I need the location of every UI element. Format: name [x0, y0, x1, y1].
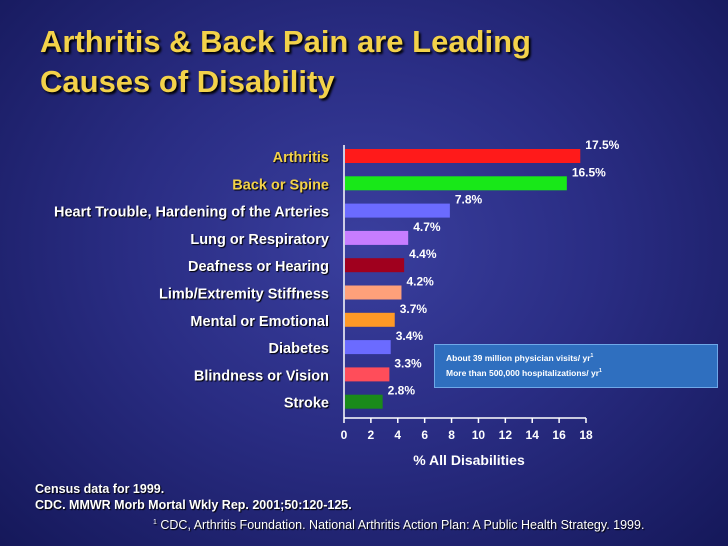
bar — [345, 149, 581, 163]
category-label: Blindness or Vision — [194, 368, 329, 384]
x-tick-label: 14 — [526, 428, 540, 442]
x-tick-label: 16 — [552, 428, 566, 442]
bar — [345, 176, 567, 191]
bar — [345, 367, 390, 382]
callout-line-2: More than 500,000 hospitalizations/ yr1 — [446, 367, 602, 378]
bar-value-label: 4.7% — [413, 220, 441, 234]
bar — [345, 394, 383, 409]
category-label: Heart Trouble, Hardening of the Arteries — [54, 205, 329, 221]
x-tick-label: 0 — [341, 428, 348, 442]
x-axis-title: % All Disabilities — [413, 452, 525, 468]
bar-value-label: 16.5% — [572, 165, 606, 179]
bar-value-label: 3.7% — [400, 302, 428, 316]
source-note: Census data for 1999. CDC. MMWR Morb Mor… — [35, 481, 352, 513]
bar-value-label: 17.5% — [585, 138, 619, 152]
bar — [345, 258, 405, 273]
callout-box: About 39 million physician visits/ yr1 M… — [434, 344, 718, 388]
x-tick-label: 6 — [421, 428, 428, 442]
category-label: Stroke — [284, 396, 329, 412]
category-label: Limb/Extremity Stiffness — [159, 287, 329, 303]
x-tick-label: 8 — [448, 428, 455, 442]
x-tick-label: 2 — [368, 428, 375, 442]
bar — [345, 285, 402, 300]
bar-value-label: 7.8% — [455, 193, 483, 207]
source-line-1: Census data for 1999. — [35, 482, 165, 496]
footnote-text: CDC, Arthritis Foundation. National Arth… — [156, 518, 645, 532]
bar-value-label: 3.3% — [394, 356, 422, 370]
bar-value-label: 4.2% — [406, 275, 434, 289]
bar — [345, 230, 409, 245]
category-label: Arthritis — [273, 150, 329, 166]
page-title: Arthritis & Back Pain are Leading Causes… — [40, 24, 531, 99]
bar-value-label: 2.8% — [388, 384, 416, 398]
footnote-marker: 1 — [153, 518, 157, 526]
bar — [345, 312, 395, 327]
category-label: Diabetes — [269, 341, 329, 357]
bar — [345, 203, 450, 218]
bar-value-label: 4.4% — [409, 247, 437, 261]
category-label: Lung or Respiratory — [190, 232, 329, 248]
category-label: Back or Spine — [232, 177, 329, 193]
bar — [345, 340, 391, 355]
footnote: 1 CDC, Arthritis Foundation. National Ar… — [153, 518, 644, 532]
x-tick-label: 4 — [394, 428, 401, 442]
source-line-2: CDC. MMWR Morb Mortal Wkly Rep. 2001;50:… — [35, 498, 352, 512]
bar-value-label: 3.4% — [396, 329, 424, 343]
category-label: Deafness or Hearing — [188, 259, 329, 275]
category-label: Mental or Emotional — [190, 314, 329, 330]
callout-line-1: About 39 million physician visits/ yr1 — [446, 352, 594, 363]
x-tick-label: 12 — [499, 428, 513, 442]
x-tick-label: 10 — [472, 428, 486, 442]
x-tick-label: 18 — [579, 428, 593, 442]
